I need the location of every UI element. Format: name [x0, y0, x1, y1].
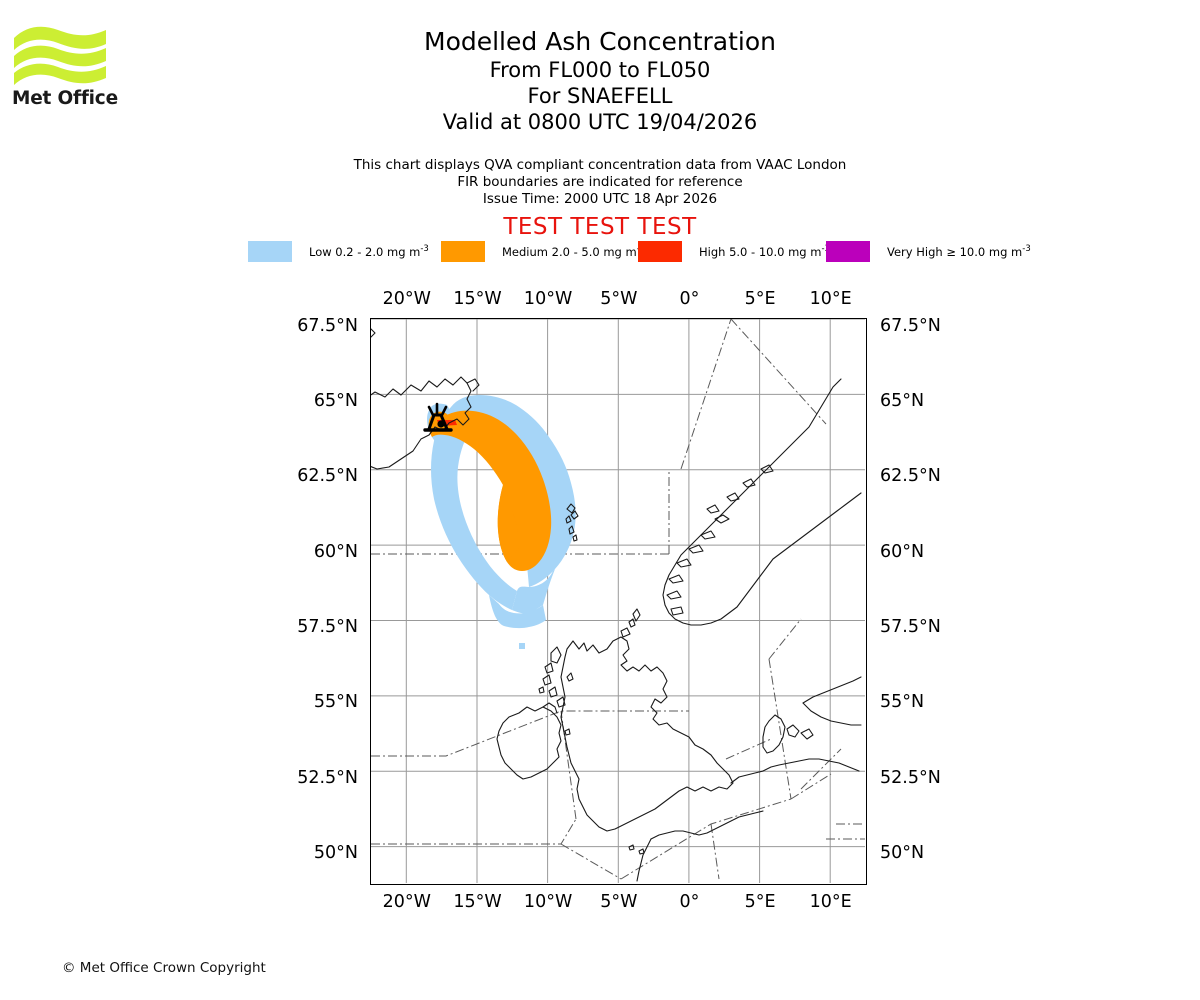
lat-tick-right-67.5N: 67.5°N	[880, 316, 941, 336]
legend-label-high-text: High 5.0 - 10.0 mg m	[699, 244, 822, 259]
fir-description-line: FIR boundaries are indicated for referen…	[457, 174, 743, 190]
lat-tick-right-55N: 55°N	[880, 692, 925, 712]
lon-tick-bottom-0: 0°	[679, 892, 700, 912]
lat-tick-left-55N: 55°N	[313, 692, 358, 712]
concentration-legend: Low 0.2 - 2.0 mg m-3 Medium 2.0 - 5.0 mg…	[248, 239, 1031, 263]
page-title: Modelled Ash Concentration	[424, 27, 776, 56]
ash-concentration-map: 20°W 15°W 10°W 5°W 0° 5°E 10°E 20°W 15°W…	[297, 289, 941, 912]
lat-tick-right-62.5N: 62.5°N	[880, 466, 941, 486]
met-office-logo	[12, 18, 122, 114]
lat-tick-right-60N: 60°N	[880, 542, 925, 562]
lon-tick-top-0: 0°	[679, 289, 700, 309]
chart-title-block: Modelled Ash Concentration From FL000 to…	[0, 26, 1200, 135]
lat-tick-right-57.5N: 57.5°N	[880, 617, 941, 637]
issue-time-line: Issue Time: 2000 UTC 18 Apr 2026	[482, 191, 718, 207]
legend-label-low-exponent: -3	[420, 243, 429, 254]
met-office-logo-text: Met Office	[12, 88, 118, 109]
flight-level-subtitle: From FL000 to FL050	[489, 58, 711, 82]
valid-time-subtitle: Valid at 0800 UTC 19/04/2026	[442, 110, 758, 134]
lon-tick-bottom-5E: 5°E	[744, 892, 776, 912]
legend-label-very-high-exponent: -3	[1022, 243, 1031, 254]
lon-tick-top-10E: 10°E	[809, 289, 852, 309]
legend-item-high: High 5.0 - 10.0 mg m-3	[638, 239, 830, 263]
legend-swatch-high	[638, 240, 682, 262]
copyright-footer: © Met Office Crown Copyright	[62, 960, 266, 976]
legend-item-medium: Medium 2.0 - 5.0 mg m-3	[441, 239, 645, 263]
coastlines	[371, 328, 862, 882]
lat-tick-left-50N: 50°N	[313, 843, 358, 863]
chart-description-block: This chart displays QVA compliant concen…	[0, 157, 1200, 208]
test-banner: TEST TEST TEST	[503, 214, 697, 240]
legend-swatch-very-high	[826, 240, 870, 262]
volcano-marker	[423, 402, 453, 432]
legend-label-medium: Medium 2.0 - 5.0 mg m-3	[502, 244, 645, 259]
legend-label-high: High 5.0 - 10.0 mg m-3	[699, 244, 830, 259]
legend-item-very-high: Very High ≥ 10.0 mg m-3	[826, 239, 1031, 263]
lon-tick-top-10W: 10°W	[523, 289, 573, 309]
lat-tick-left-65N: 65°N	[313, 391, 358, 411]
lat-tick-right-65N: 65°N	[880, 391, 925, 411]
lat-tick-right-50N: 50°N	[880, 843, 925, 863]
legend-label-very-high-text: Very High ≥ 10.0 mg m	[887, 244, 1023, 259]
legend-label-low: Low 0.2 - 2.0 mg m-3	[309, 244, 429, 259]
lat-tick-left-52.5N: 52.5°N	[297, 768, 358, 788]
map-plot-frame	[370, 318, 867, 885]
lon-tick-top-5W: 5°W	[600, 289, 638, 309]
lon-tick-bottom-15W: 15°W	[453, 892, 502, 912]
lat-tick-left-62.5N: 62.5°N	[297, 466, 358, 486]
volcano-subtitle: For SNAEFELL	[527, 84, 673, 108]
lon-tick-bottom-10W: 10°W	[523, 892, 573, 912]
lat-tick-left-57.5N: 57.5°N	[297, 617, 358, 637]
map-canvas	[371, 319, 865, 883]
lon-tick-top-20W: 20°W	[382, 289, 431, 309]
legend-label-high-exponent: -3	[821, 244, 829, 254]
lat-tick-left-60N: 60°N	[313, 542, 358, 562]
lon-tick-top-15W: 15°W	[453, 289, 502, 309]
lat-tick-left-67.5N: 67.5°N	[297, 316, 358, 336]
legend-label-low-text: Low 0.2 - 2.0 mg m	[309, 244, 421, 259]
lon-tick-top-5E: 5°E	[744, 289, 776, 309]
lat-tick-right-52.5N: 52.5°N	[880, 768, 941, 788]
qva-description-line: This chart displays QVA compliant concen…	[353, 157, 847, 173]
legend-item-low: Low 0.2 - 2.0 mg m-3	[248, 239, 429, 263]
legend-label-medium-text: Medium 2.0 - 5.0 mg m	[502, 244, 637, 259]
lon-tick-bottom-5W: 5°W	[600, 892, 638, 912]
lon-tick-bottom-20W: 20°W	[382, 892, 431, 912]
legend-swatch-low	[248, 240, 292, 262]
lon-tick-bottom-10E: 10°E	[809, 892, 852, 912]
met-office-logo-waves	[14, 26, 106, 85]
legend-label-very-high: Very High ≥ 10.0 mg m-3	[887, 244, 1031, 259]
legend-swatch-medium	[441, 240, 485, 262]
